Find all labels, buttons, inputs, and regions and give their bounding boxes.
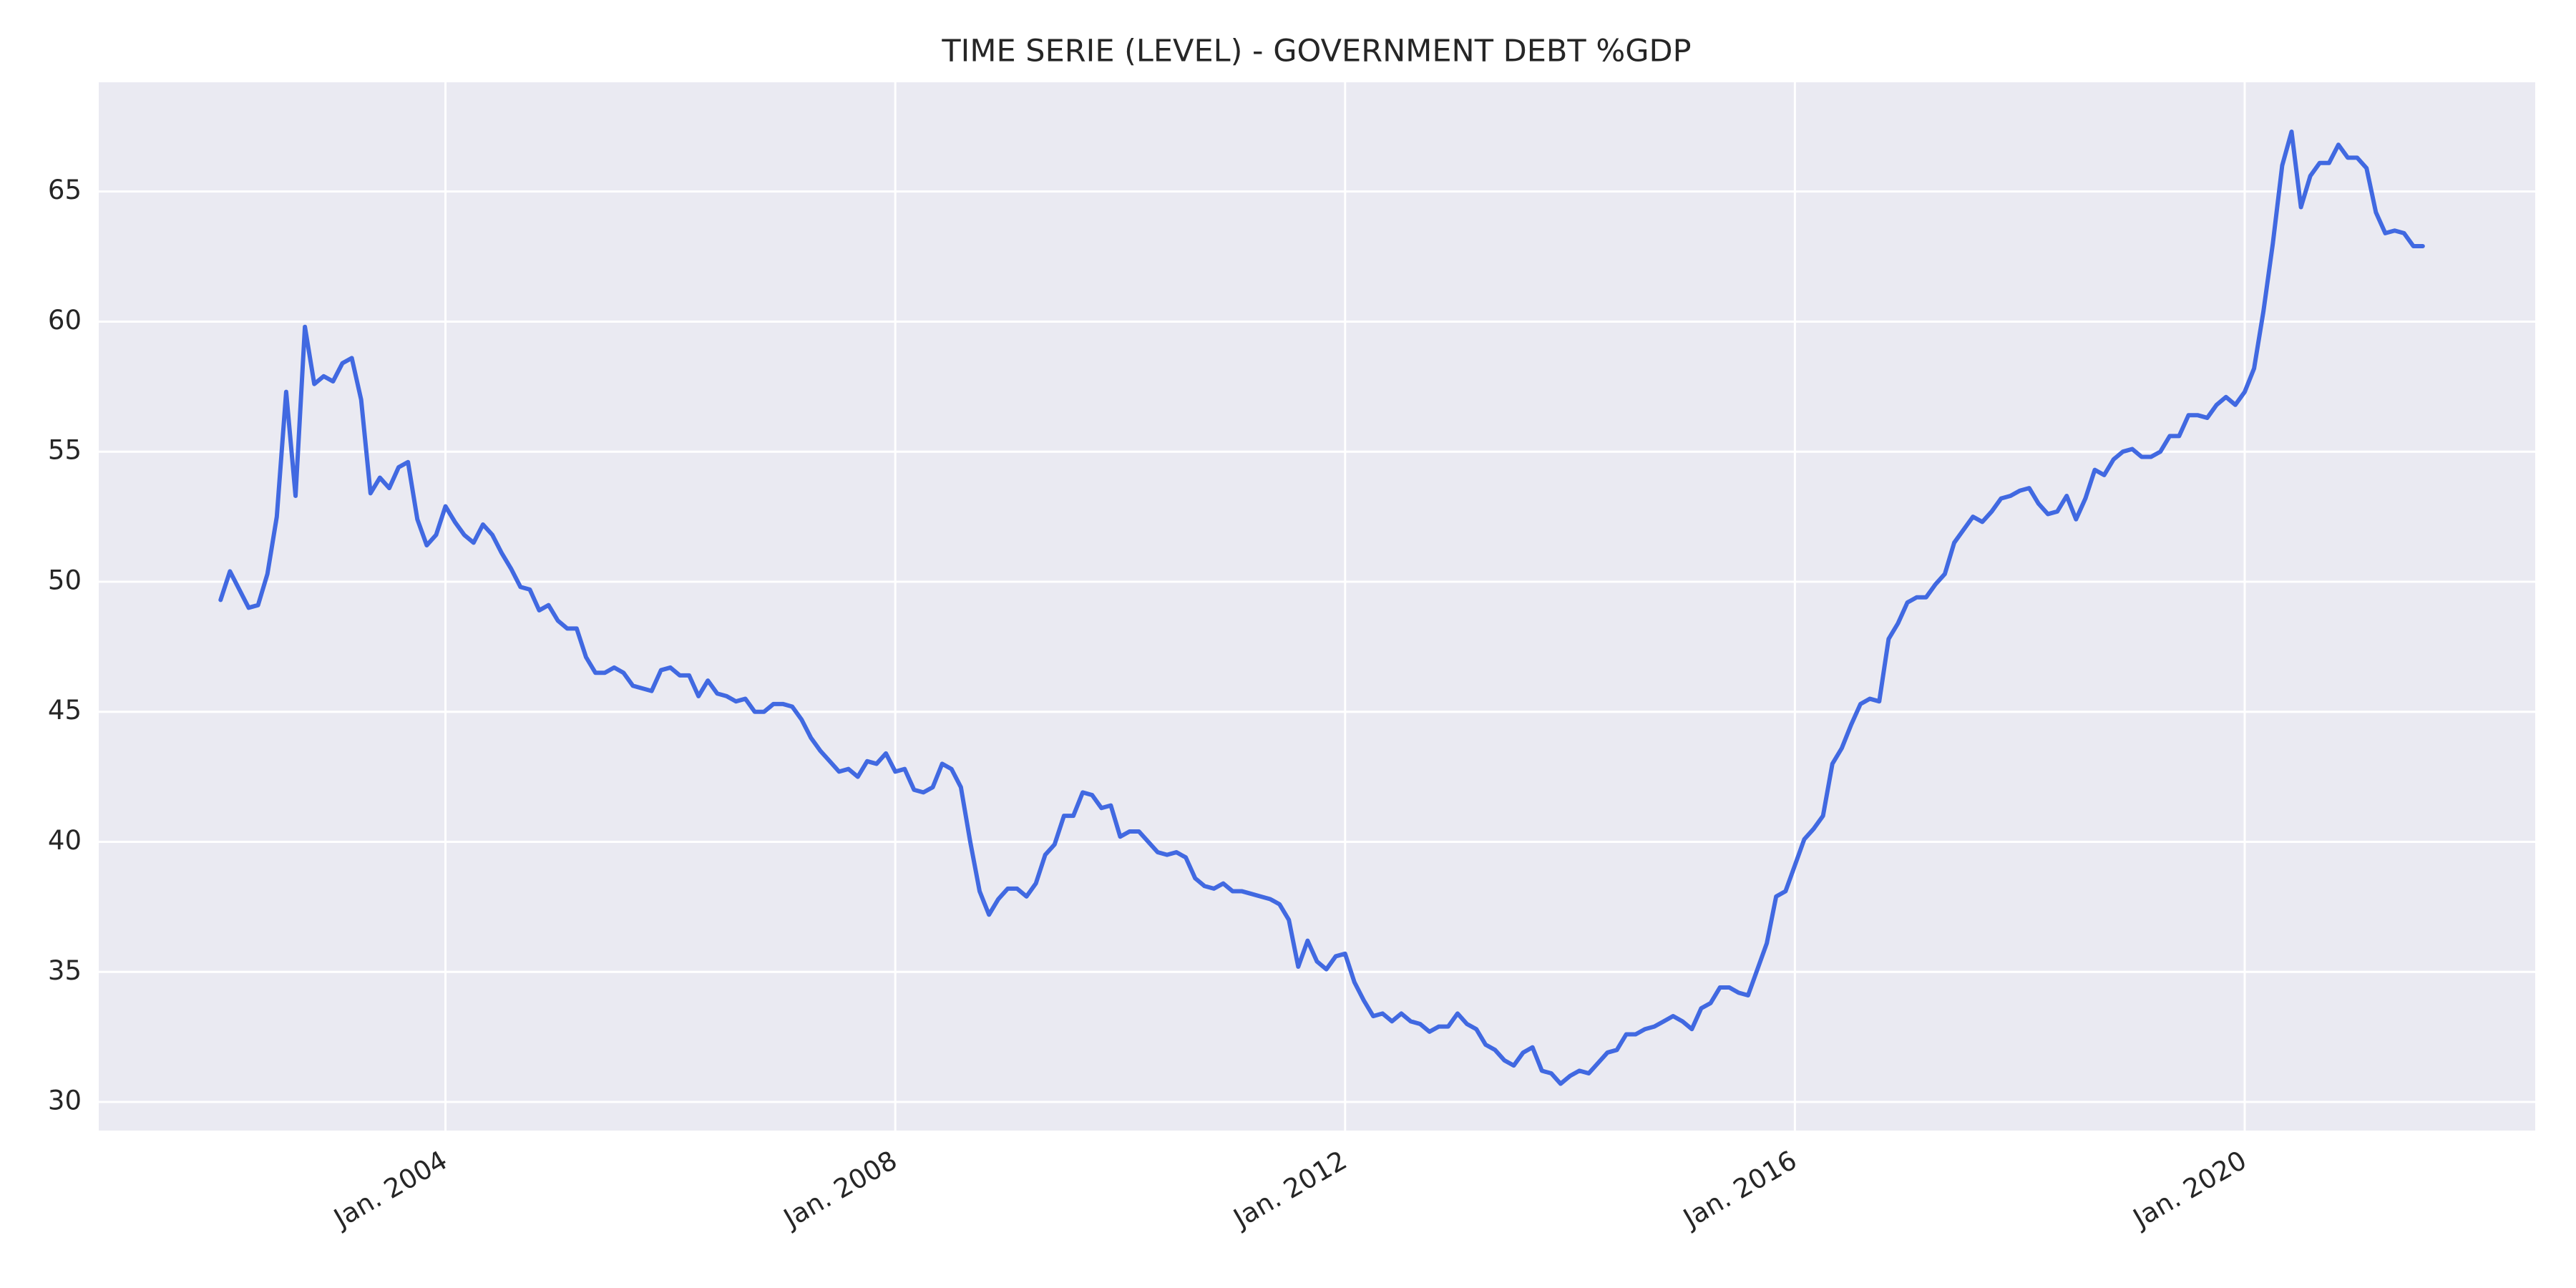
x-tick-label: Jan. 2008: [777, 1145, 902, 1235]
x-tick-label: Jan. 2012: [1227, 1145, 1352, 1235]
y-tick-label: 35: [48, 955, 82, 986]
line-series: [218, 130, 2425, 1086]
x-tick-label: Jan. 2016: [1677, 1145, 1802, 1235]
plot-area: [99, 82, 2535, 1131]
y-tick-label: 45: [48, 695, 82, 726]
x-tick-label: Jan. 2004: [328, 1145, 453, 1235]
y-tick-label: 40: [48, 825, 82, 856]
y-tick-label: 60: [48, 305, 82, 336]
y-tick-label: 55: [48, 435, 82, 466]
y-tick-label: 50: [48, 565, 82, 595]
y-tick-label: 65: [48, 175, 82, 205]
chart-title: TIME SERIE (LEVEL) - GOVERNMENT DEBT %GD…: [941, 34, 1691, 69]
x-tick-label: Jan. 2020: [2127, 1145, 2252, 1235]
y-tick-label: 30: [48, 1085, 82, 1116]
